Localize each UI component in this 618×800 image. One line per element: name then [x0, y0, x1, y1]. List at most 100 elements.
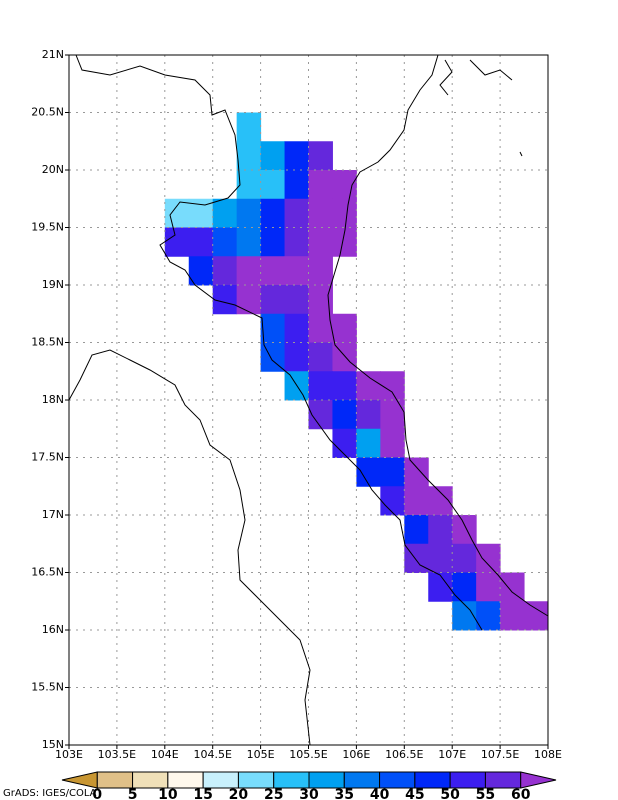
grid-cell — [308, 256, 333, 286]
axis-labels: 103E 103.5E 104E 104.5E 105E 105.5E 106E 106.5E… — [31, 48, 562, 761]
colorbar-segment — [484, 771, 522, 789]
grid-cell — [404, 515, 429, 545]
coastlines — [68, 54, 549, 746]
colorbar-label: 50 — [440, 787, 460, 800]
colorbar-segment — [379, 771, 416, 789]
grid-cell — [308, 170, 333, 200]
grid-cell — [308, 342, 333, 372]
grid-cell — [236, 256, 262, 286]
coastline — [439, 59, 523, 157]
grid-cell — [380, 457, 405, 487]
grid-cell — [308, 198, 333, 228]
grid-cell — [284, 141, 309, 171]
x-tick-label: 106E — [342, 748, 370, 761]
x-tick-label: 104E — [151, 748, 179, 761]
colorbar-triangle — [61, 771, 98, 789]
colorbar-segment — [273, 771, 310, 789]
grid-cell — [452, 543, 477, 573]
grid-cell — [260, 256, 286, 286]
colorbar-label: 20 — [229, 787, 249, 800]
colorbar-segment — [167, 771, 204, 789]
grid-cell — [236, 112, 262, 142]
grid-cell — [332, 313, 357, 343]
grid-cell — [284, 313, 309, 343]
grid-cell — [524, 601, 549, 631]
grid-cell — [260, 141, 286, 171]
grid-cell — [452, 515, 477, 545]
grid-cell — [308, 371, 333, 401]
colorbar-label: 15 — [193, 787, 212, 800]
grid-cell — [212, 285, 238, 315]
x-tick-label: 107.5E — [481, 748, 519, 761]
colorbar-label: 0 — [92, 787, 102, 800]
grid-cell — [284, 256, 309, 286]
grid-cell — [380, 371, 405, 401]
grid-cell — [308, 141, 333, 171]
grid-cell — [476, 543, 501, 573]
colorbar-segment — [132, 771, 169, 789]
grid-cell — [284, 170, 309, 200]
grid-cell — [260, 313, 286, 343]
grid-cell — [356, 371, 381, 401]
grid-cell — [380, 400, 405, 430]
colorbar-label: 45 — [405, 787, 424, 800]
grid-cell — [332, 400, 357, 430]
colorbar-segment — [202, 771, 239, 789]
grid-cell — [260, 285, 286, 315]
grid-cell — [500, 572, 525, 602]
y-tick-label: 21N — [42, 48, 64, 61]
grid-cell — [404, 457, 429, 487]
grid-cell — [236, 285, 262, 315]
y-tick-label: 19.5N — [31, 221, 64, 234]
grid-cell — [332, 371, 357, 401]
grid-cell — [380, 428, 405, 458]
grid-cell — [212, 227, 238, 257]
grid-cell — [428, 515, 453, 545]
grid-cell — [188, 227, 214, 257]
colorbar-segment — [414, 771, 451, 789]
x-tick-label: 107E — [438, 748, 466, 761]
y-tick-label: 19N — [42, 278, 64, 291]
grid-cell — [404, 486, 429, 516]
grid-cell — [212, 198, 238, 228]
grid-cell — [308, 400, 333, 430]
grid-cell — [284, 342, 309, 372]
colorbar-segment — [449, 771, 486, 789]
colorbar-label: 35 — [335, 787, 354, 800]
grid-cell — [380, 486, 405, 516]
grid-cell — [236, 198, 262, 228]
grid-cell — [332, 170, 357, 200]
grid-cell — [164, 198, 190, 228]
grid-cell — [476, 572, 501, 602]
grid-cell — [428, 543, 453, 573]
grid-cell — [332, 198, 357, 228]
border — [75, 54, 483, 631]
grid-cell — [188, 256, 214, 286]
colorbar-label: 60 — [511, 787, 531, 800]
y-tick-label: 17.5N — [31, 451, 64, 464]
y-tick-label: 20.5N — [31, 106, 64, 119]
y-tick-label: 15.5N — [31, 681, 64, 694]
grid-cell — [308, 313, 333, 343]
y-tick-label: 18N — [42, 393, 64, 406]
grid-cell — [284, 285, 309, 315]
colorbar-label: 25 — [264, 787, 283, 800]
colorbar-segment — [237, 771, 275, 789]
grid-cell — [308, 227, 333, 257]
grid-cell — [500, 601, 525, 631]
y-tick-label: 16N — [42, 623, 64, 636]
border — [68, 349, 311, 746]
x-tick-label: 104.5E — [193, 748, 231, 761]
x-tick-label: 108E — [534, 748, 562, 761]
grid-cell — [404, 543, 429, 573]
coastline — [327, 54, 549, 617]
colorbar-label: 5 — [128, 787, 138, 800]
y-tick-label: 16.5N — [31, 566, 64, 579]
colorbar-segment — [343, 771, 381, 789]
colorbar-label: 10 — [158, 787, 178, 800]
grid-cell — [284, 198, 309, 228]
colorbar-label: 55 — [476, 787, 495, 800]
y-tick-label: 18.5N — [31, 336, 64, 349]
grid-cell — [164, 227, 190, 257]
grid-cell — [236, 141, 262, 171]
